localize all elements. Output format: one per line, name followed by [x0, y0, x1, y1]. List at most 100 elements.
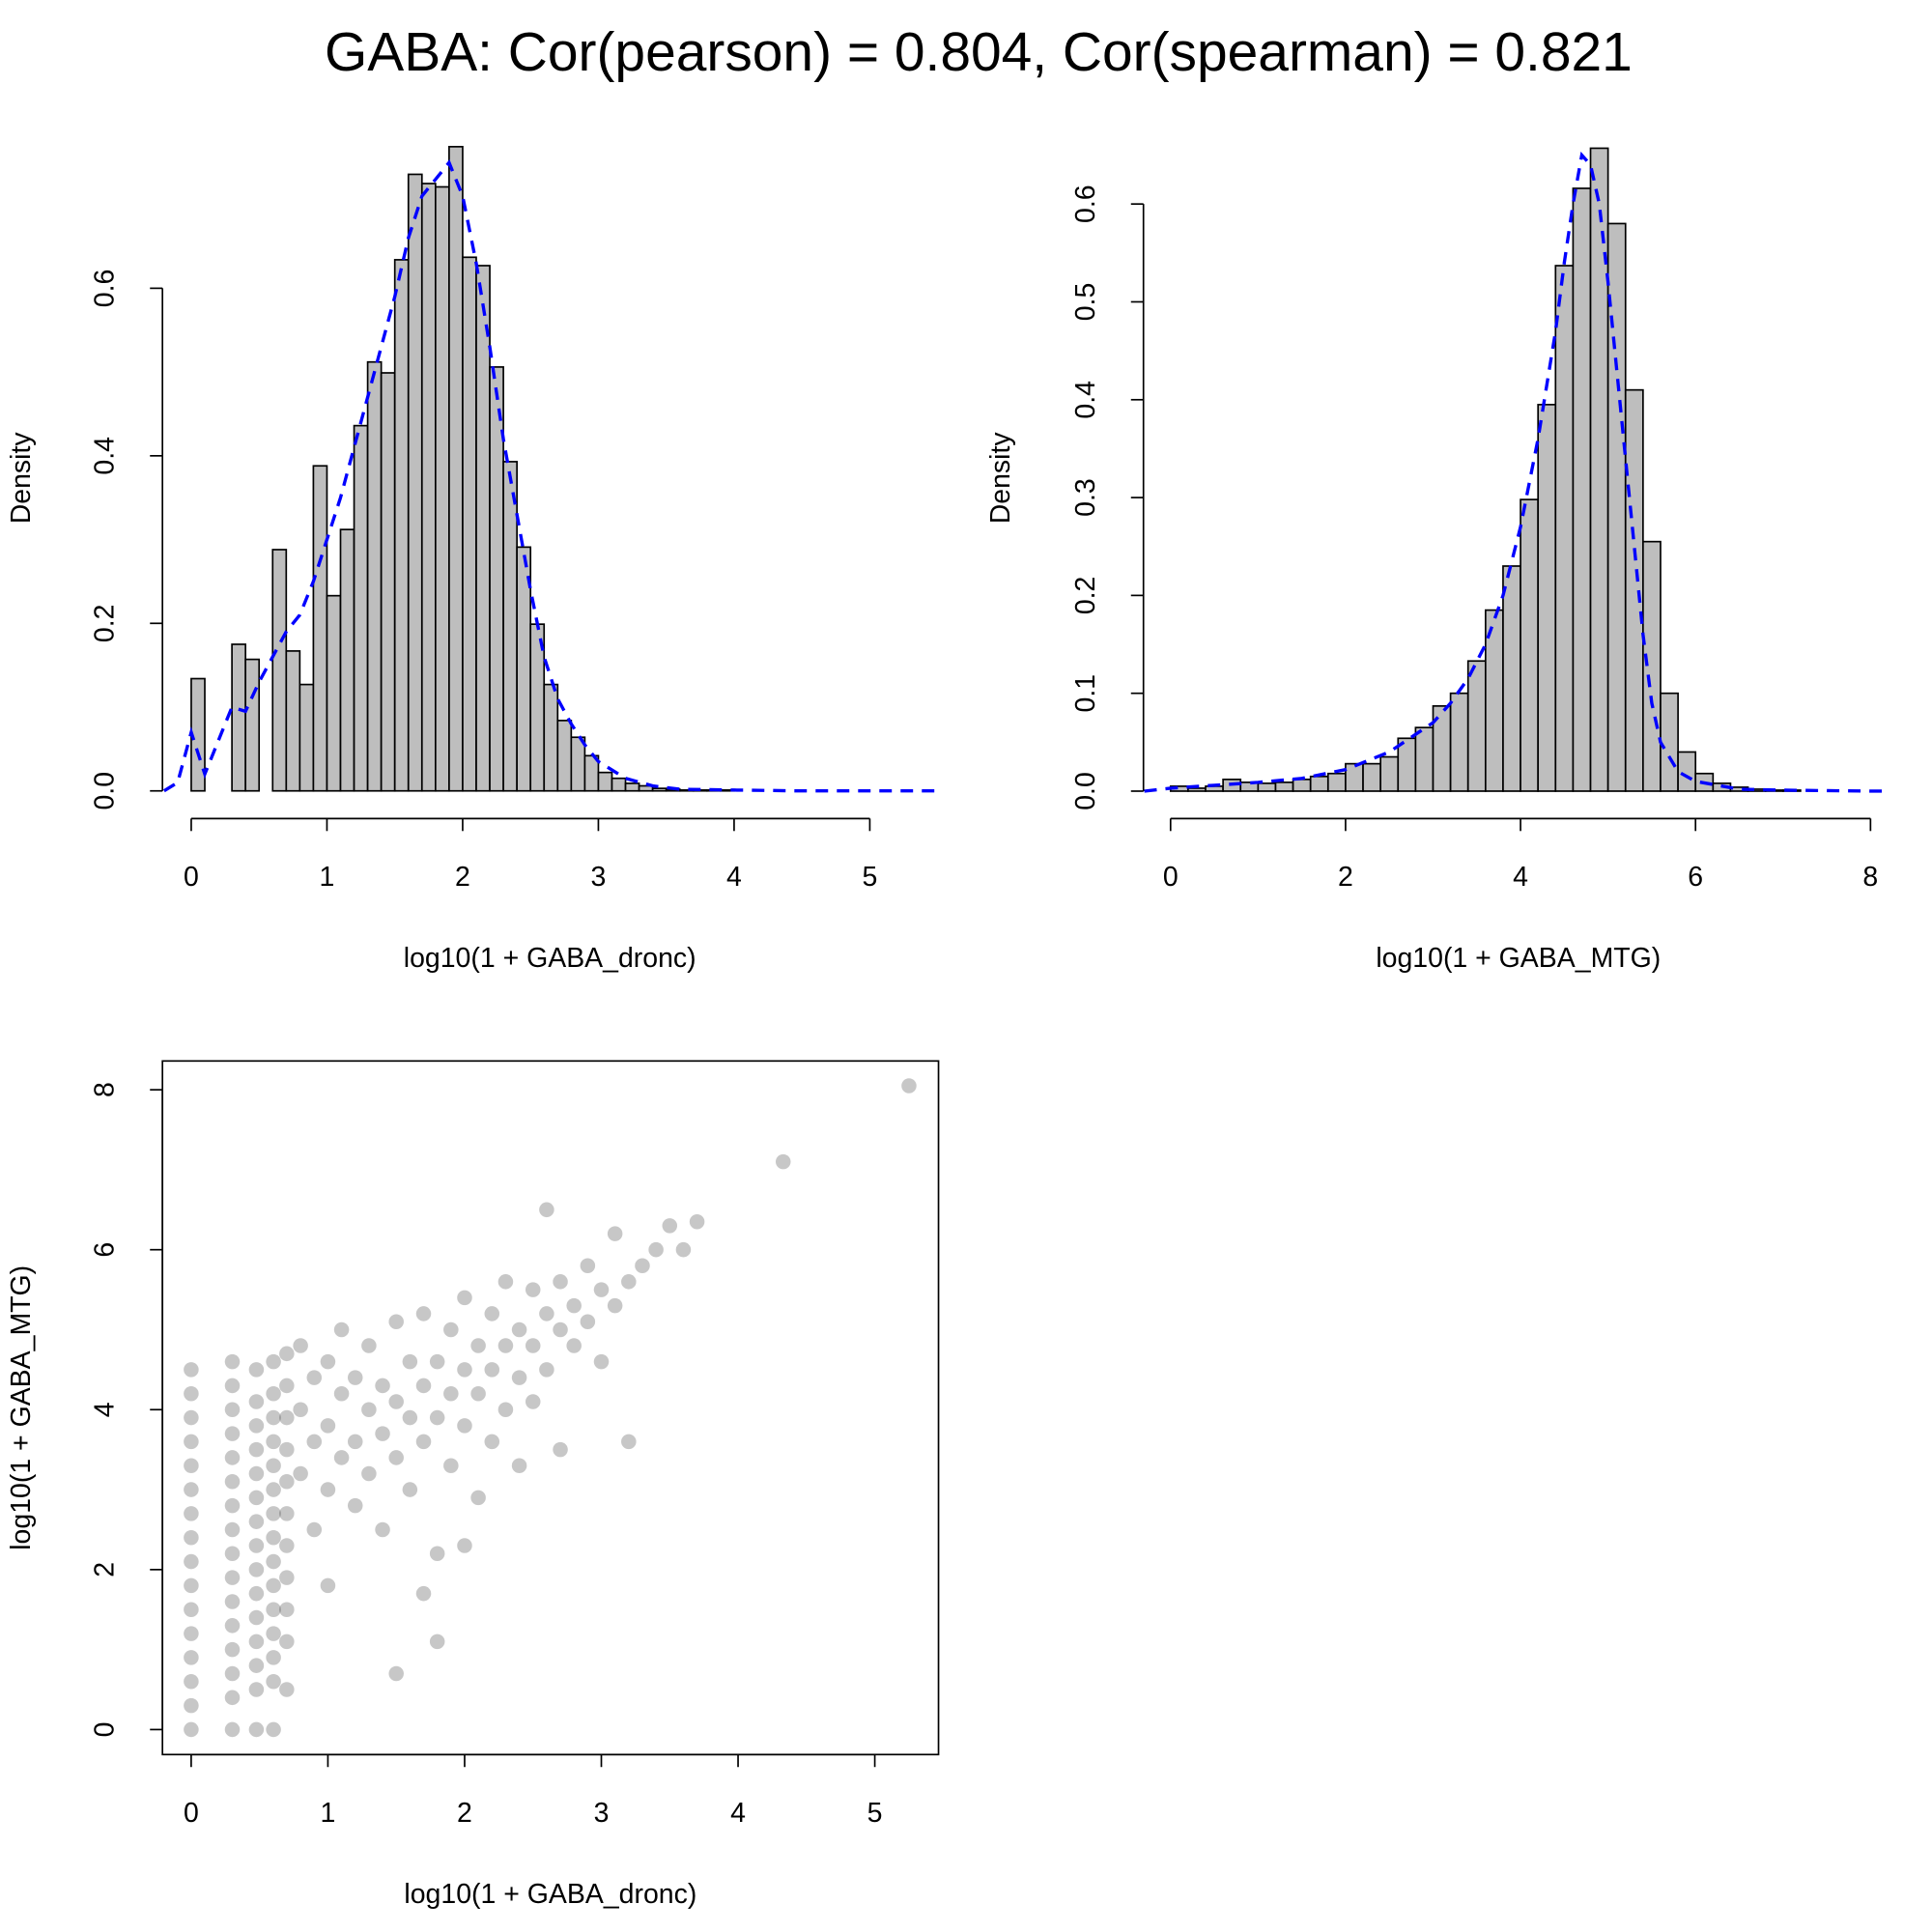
y-tick-label: 0.4: [1070, 381, 1101, 419]
scatter-point: [266, 1650, 281, 1665]
scatter-point: [279, 1602, 295, 1618]
histogram-bar: [1642, 540, 1662, 792]
scatter-point: [248, 1394, 265, 1409]
histogram-bar: [231, 643, 246, 792]
y-tick-label: 0.1: [1070, 674, 1101, 713]
scatter-point: [224, 1497, 241, 1514]
y-tick-label: 0: [89, 1722, 120, 1738]
x-tick-label: 6: [1688, 862, 1703, 893]
scatter-point: [347, 1434, 363, 1450]
scatter-point: [402, 1409, 418, 1426]
y-axis-title: log10(1 + GABA_MTG): [6, 1265, 37, 1550]
histogram-bar: [570, 736, 586, 792]
histogram-bar: [1624, 388, 1644, 792]
figure-title: GABA: Cor(pearson) = 0.804, Cor(spearman…: [325, 21, 1633, 83]
scatter-point: [429, 1353, 445, 1370]
x-axis-title: log10(1 + GABA_dronc): [404, 943, 696, 974]
scatter-point: [184, 1458, 199, 1473]
scatter-point: [266, 1626, 281, 1641]
scatter-point: [184, 1482, 199, 1497]
histogram-bar: [448, 146, 464, 792]
scatter-point: [484, 1306, 500, 1321]
scatter-point: [184, 1650, 199, 1665]
scatter-point: [347, 1370, 363, 1385]
scatter-point: [511, 1370, 527, 1385]
scatter-point: [775, 1153, 791, 1170]
y-tick-label: 0.4: [89, 437, 120, 475]
x-tick-label: 0: [1163, 862, 1179, 893]
scatter-point: [224, 1594, 241, 1609]
y-tick-label: 8: [89, 1082, 120, 1097]
scatter-point: [553, 1321, 568, 1338]
scatter-point: [224, 1570, 241, 1585]
histogram-bar: [271, 549, 288, 792]
scatter-point: [470, 1490, 486, 1506]
scatter-point: [470, 1385, 486, 1402]
histogram-bar: [244, 658, 261, 792]
scatter-point: [224, 1474, 241, 1490]
scatter-point: [443, 1321, 459, 1338]
scatter-point: [361, 1402, 377, 1418]
scatter-point: [248, 1658, 265, 1673]
scatter-point: [607, 1297, 623, 1314]
y-tick-label: 0.0: [89, 772, 120, 810]
histogram-bar: [1502, 565, 1521, 792]
histogram-bar: [285, 650, 301, 792]
y-tick-label: 0.6: [1070, 185, 1101, 223]
scatter-point: [279, 1441, 295, 1458]
scatter-point: [184, 1577, 199, 1594]
histogram-bar: [651, 787, 668, 792]
scatter-point: [248, 1682, 265, 1697]
scatter-point: [443, 1458, 459, 1473]
histogram-bar: [1345, 762, 1364, 792]
histogram-bar: [435, 185, 450, 792]
scatter-point: [224, 1665, 241, 1682]
scatter-point: [457, 1538, 472, 1553]
y-tick-label: 2: [89, 1562, 120, 1577]
scatter-point: [248, 1634, 265, 1650]
scatter-point: [553, 1441, 568, 1458]
scatter-point: [293, 1465, 308, 1482]
scatter-point: [279, 1634, 295, 1650]
scatter-point: [525, 1394, 541, 1409]
x-tick-label: 4: [726, 862, 742, 893]
scatter-point: [279, 1538, 295, 1553]
scatter-point: [279, 1506, 295, 1521]
scatter-point: [511, 1321, 527, 1338]
scatter-point: [457, 1418, 472, 1434]
scatter-point: [566, 1297, 582, 1314]
scatter-point: [675, 1241, 692, 1258]
x-tick-label: 2: [457, 1798, 472, 1829]
x-tick-label: 3: [594, 1798, 610, 1829]
scatter-point: [184, 1529, 199, 1546]
x-axis-title: log10(1 + GABA_MTG): [1376, 943, 1661, 974]
scatter-point: [306, 1434, 323, 1450]
scatter-point: [470, 1338, 486, 1353]
scatter-point: [184, 1673, 199, 1690]
scatter-point: [266, 1553, 281, 1570]
scatter-point: [224, 1690, 241, 1706]
histogram-bar: [1537, 404, 1557, 792]
scatter-point: [497, 1338, 514, 1353]
scatter-point: [184, 1697, 199, 1714]
scatter-point: [621, 1434, 637, 1450]
x-tick-label: 2: [455, 862, 470, 893]
scatter-point: [224, 1378, 241, 1394]
scatter-point: [184, 1626, 199, 1641]
x-tick-label: 4: [730, 1798, 746, 1829]
scatter-point: [248, 1418, 265, 1434]
scatter-point: [306, 1521, 323, 1538]
scatter-point: [184, 1385, 199, 1402]
scatter-point: [635, 1258, 650, 1274]
scatter-point: [266, 1409, 281, 1426]
x-tick-label: 5: [863, 862, 878, 893]
histogram-bar: [339, 528, 355, 792]
scatter-point: [388, 1394, 404, 1409]
scatter-point: [457, 1290, 472, 1306]
scatter-point: [184, 1553, 199, 1570]
scatter-point: [402, 1353, 418, 1370]
scatter-point: [306, 1370, 323, 1385]
histogram-bar: [326, 594, 342, 792]
scatter-point: [539, 1362, 554, 1378]
